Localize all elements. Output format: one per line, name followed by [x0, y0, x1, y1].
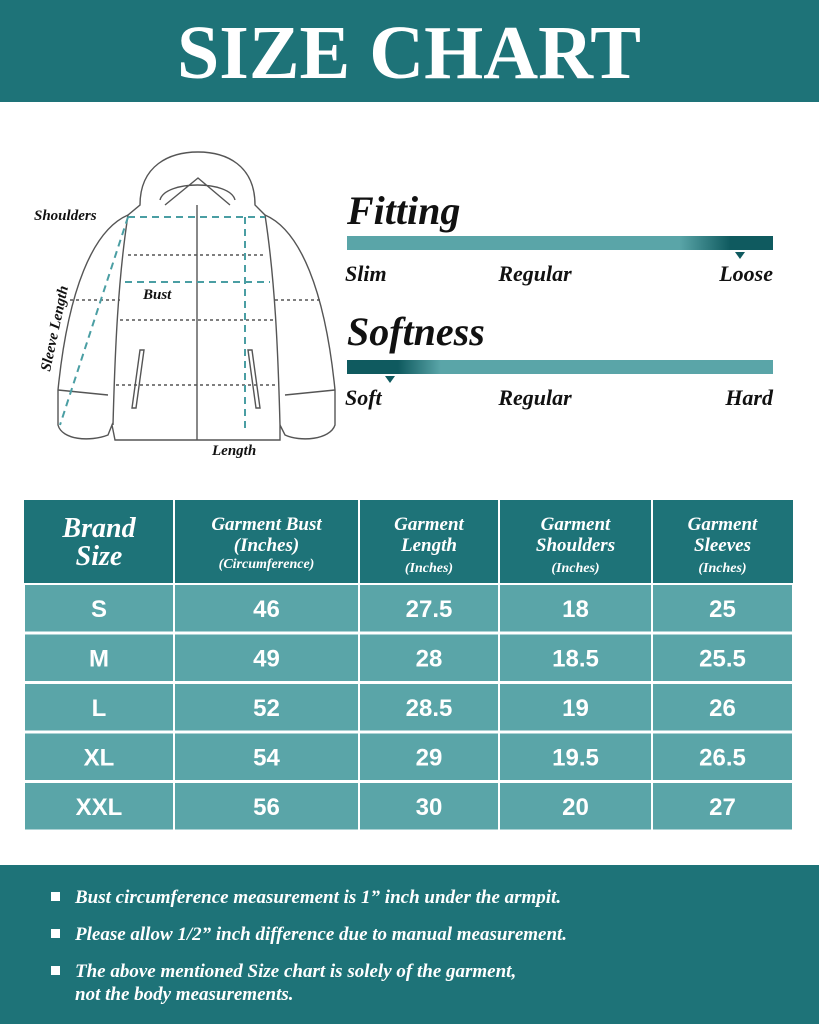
cell-text: 19	[562, 695, 589, 722]
table-cell	[500, 585, 651, 632]
softness-label: Soft	[345, 385, 383, 410]
cell-text: 56	[253, 794, 280, 821]
fitting-label: Regular	[497, 261, 572, 286]
cell-text: 19.5	[552, 745, 599, 772]
table-cell	[360, 783, 498, 830]
fitting-title: Fitting	[346, 188, 460, 233]
note-text: Please allow 1/2” inch difference due to…	[74, 924, 567, 945]
cell-text: XXL	[76, 794, 123, 821]
cell-text: 30	[416, 794, 443, 821]
table-cell	[500, 733, 651, 780]
table-cell	[25, 585, 173, 632]
column-header: Sleeves	[694, 535, 751, 556]
cell-text: 52	[253, 695, 280, 722]
column-header: Size	[76, 541, 123, 572]
table-header-bg	[24, 500, 793, 583]
column-header: Garment	[394, 514, 464, 535]
table-cell	[360, 733, 498, 780]
table-cell	[25, 684, 173, 731]
column-header: (Inches)	[551, 561, 599, 576]
cell-text: S	[91, 596, 107, 623]
table-cell	[25, 733, 173, 780]
softness-title: Softness	[347, 309, 485, 354]
table-cell	[653, 585, 792, 632]
cell-text: 20	[562, 794, 589, 821]
label-bust: Bust	[142, 287, 172, 303]
cell-text: 28.5	[406, 695, 453, 722]
label-shoulders: Shoulders	[34, 208, 97, 224]
cell-text: 29	[416, 745, 443, 772]
note-text: The above mentioned Size chart is solely…	[75, 961, 516, 982]
column-header: Garment	[688, 514, 758, 535]
column-header: Garment Bust	[211, 514, 322, 535]
softness-bar	[347, 360, 773, 374]
fitting-label: Loose	[718, 261, 773, 286]
cell-text: 27	[709, 794, 736, 821]
cell-text: 46	[253, 596, 280, 623]
cell-text: XL	[84, 745, 115, 772]
table-cell	[360, 684, 498, 731]
cell-text: 18	[562, 596, 589, 623]
table-cell	[500, 684, 651, 731]
notes: Bust circumference measurement is 1” inc…	[51, 887, 567, 1005]
cell-text: 54	[253, 745, 280, 772]
table-cell	[25, 634, 173, 681]
note-text: Bust circumference measurement is 1” inc…	[74, 887, 561, 908]
page-title: SIZE CHART	[177, 11, 641, 95]
column-header: Brand	[61, 513, 136, 544]
column-header: Length	[400, 535, 457, 556]
cell-text: 27.5	[406, 596, 453, 623]
notes-band	[0, 865, 819, 1024]
note-text: not the body measurements.	[75, 984, 294, 1005]
table-cell	[360, 585, 498, 632]
table-cell	[500, 634, 651, 681]
cell-text: 25.5	[699, 646, 746, 673]
table-cell	[175, 634, 358, 681]
fitting-label: Slim	[345, 261, 387, 286]
fitting-bar	[347, 236, 773, 250]
table-cell	[653, 684, 792, 731]
table-cell	[653, 634, 792, 681]
column-header: Shoulders	[536, 535, 615, 556]
table-cell	[175, 733, 358, 780]
bullet	[51, 966, 60, 975]
table-cell	[653, 783, 792, 830]
table-cell	[653, 733, 792, 780]
table-cell	[175, 684, 358, 731]
softness-label: Regular	[497, 385, 572, 410]
column-header: (Circumference)	[219, 557, 315, 572]
cell-text: 26	[709, 695, 736, 722]
softness-label: Hard	[724, 385, 774, 410]
bullet	[51, 892, 60, 901]
bullet	[51, 929, 60, 938]
table-cell	[175, 585, 358, 632]
cell-text: 26.5	[699, 745, 746, 772]
column-header: (Inches)	[405, 561, 453, 576]
header-band	[0, 0, 819, 102]
cell-text: M	[89, 646, 109, 673]
table-cell	[175, 783, 358, 830]
fitting-marker	[735, 252, 745, 259]
table-cell	[360, 634, 498, 681]
table-cell	[25, 783, 173, 830]
column-header: Garment	[541, 514, 611, 535]
column-header: (Inches)	[234, 535, 299, 556]
cell-text: 28	[416, 646, 443, 673]
softness-marker	[385, 376, 395, 383]
cell-text: 25	[709, 596, 736, 623]
cell-text: L	[92, 695, 107, 722]
column-header: (Inches)	[698, 561, 746, 576]
table-cell	[500, 783, 651, 830]
label-length: Length	[211, 443, 256, 459]
jacket-drawing	[57, 151, 336, 441]
cell-text: 49	[253, 646, 280, 673]
cell-text: 18.5	[552, 646, 599, 673]
